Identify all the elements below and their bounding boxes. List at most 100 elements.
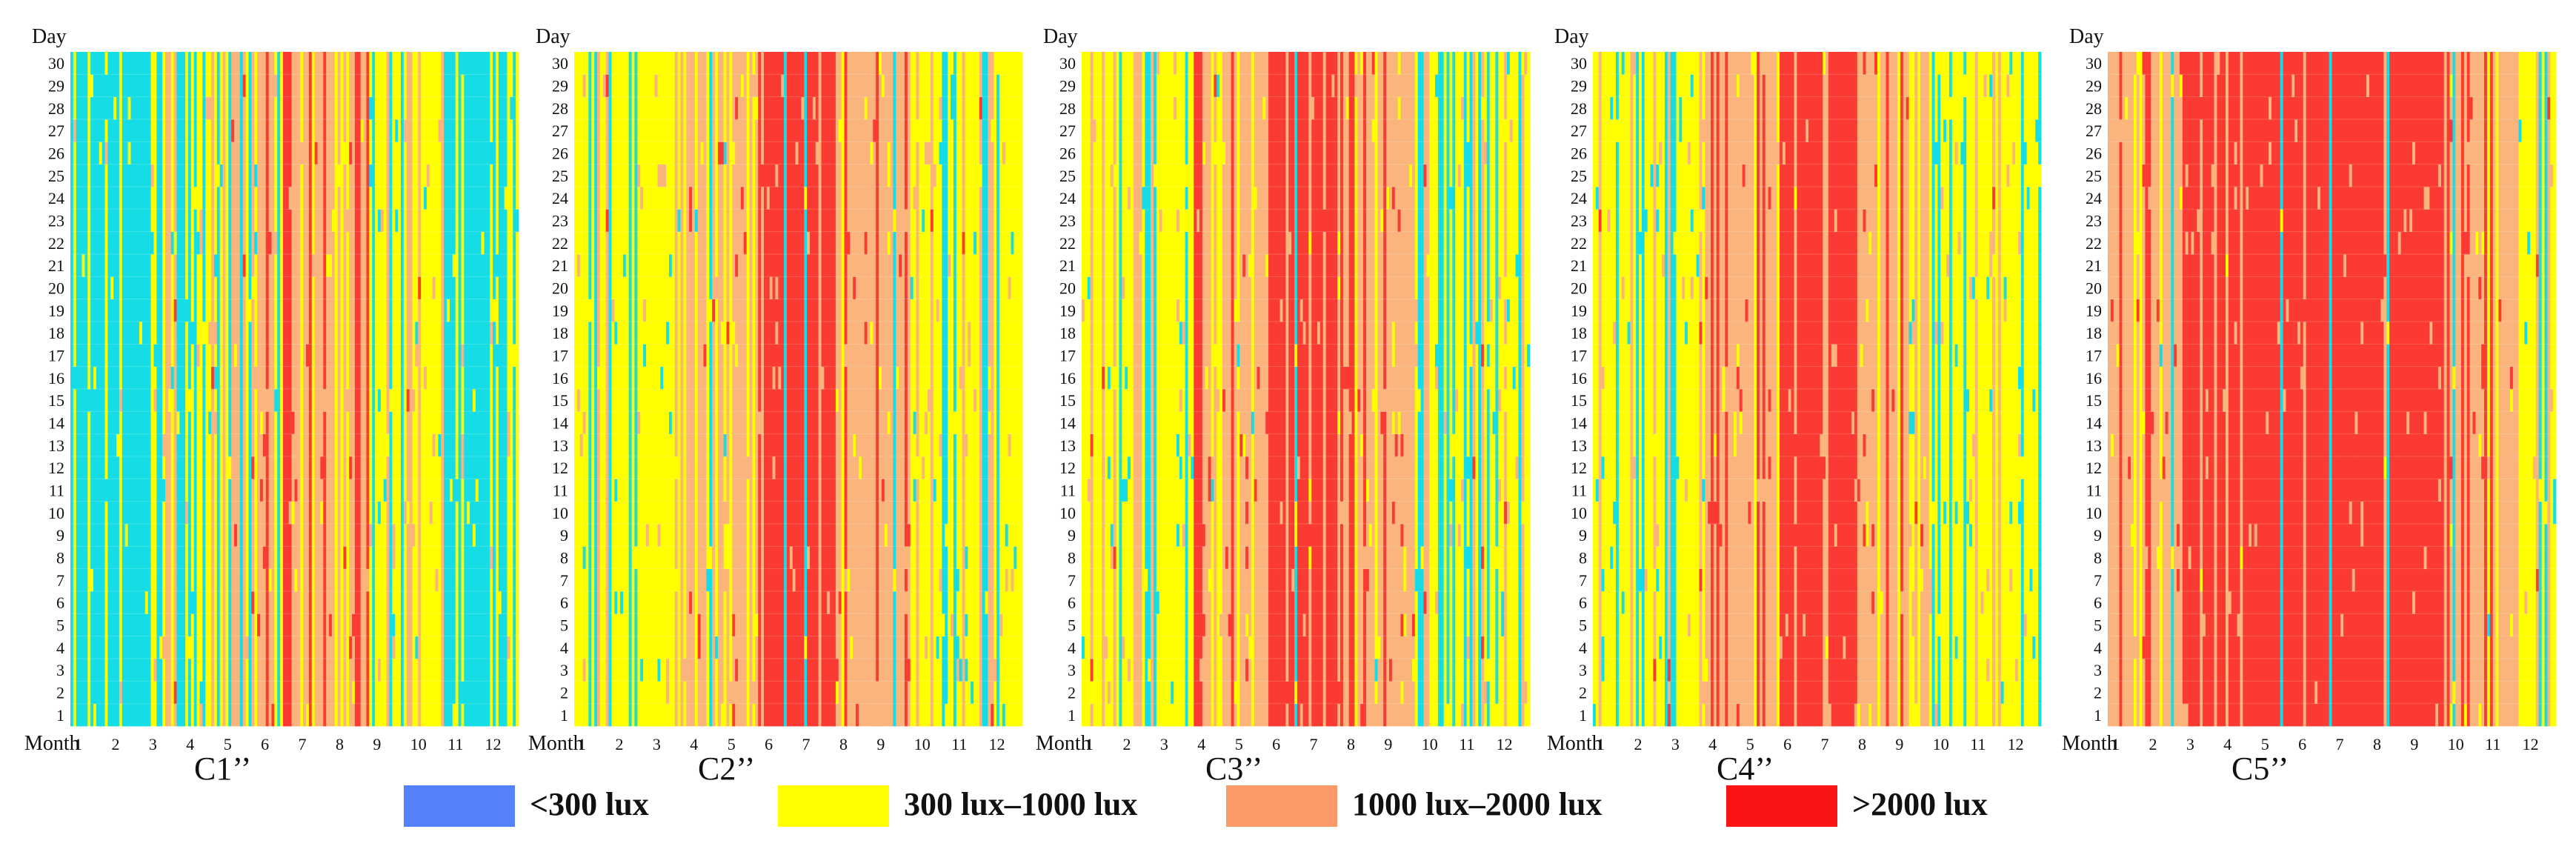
heatmap-cell	[360, 52, 364, 120]
heatmap-cell	[838, 119, 842, 142]
heatmap-column	[818, 52, 822, 727]
heatmap-cell	[2386, 52, 2390, 322]
heatmap-cell	[2412, 591, 2416, 614]
day-tick-label: 20	[1059, 279, 1076, 298]
heatmap-column	[222, 52, 226, 727]
heatmap-cell	[732, 52, 736, 142]
heatmap-cell	[142, 52, 146, 727]
heatmap-cell	[2550, 411, 2554, 727]
heatmap-cell	[1951, 52, 1956, 727]
heatmap-column	[1360, 52, 1364, 727]
heatmap-cell	[2188, 568, 2191, 727]
heatmap-column	[2228, 52, 2232, 727]
heatmap-column	[1458, 52, 1462, 727]
heatmap-cell	[475, 501, 479, 727]
heatmap-cell	[2177, 524, 2180, 547]
heatmap-cell	[2139, 52, 2143, 727]
heatmap-column	[516, 52, 519, 727]
heatmap-cell	[974, 231, 977, 255]
heatmap-cell	[2185, 52, 2189, 165]
heatmap-cell	[1262, 52, 1266, 98]
heatmap-cell	[251, 591, 255, 614]
heatmap-cell	[329, 613, 333, 637]
heatmap-cell	[1601, 456, 1605, 479]
heatmap-cell	[1863, 524, 1866, 547]
heatmap-column	[415, 52, 419, 727]
heatmap-cell	[2280, 209, 2283, 233]
heatmap-cell	[1486, 389, 1491, 659]
heatmap-cell	[2414, 52, 2419, 727]
heatmap-column	[1690, 52, 1694, 727]
heatmap-column	[1920, 52, 1924, 727]
heatmap-cell	[720, 344, 725, 705]
heatmap-column	[904, 52, 908, 727]
heatmap-cell	[660, 187, 664, 367]
heatmap-cell	[864, 254, 868, 322]
heatmap-cell	[202, 322, 206, 345]
heatmap-column	[884, 52, 888, 727]
heatmap-cell	[602, 74, 607, 98]
heatmap-cell	[1943, 524, 1947, 727]
heatmap-cell	[1504, 389, 1508, 412]
heatmap-cell	[743, 231, 748, 255]
heatmap-cell	[1486, 681, 1491, 727]
heatmap-cell	[2269, 52, 2272, 98]
heatmap-cell	[1228, 636, 1232, 727]
heatmap-cell	[2110, 433, 2114, 457]
heatmap-cell	[1008, 433, 1011, 457]
heatmap-cell	[1489, 322, 1493, 727]
heatmap-column	[925, 52, 928, 727]
heatmap-column	[1093, 52, 1096, 727]
panel-5: DayMonth12345678910111213141516171819202…	[2062, 25, 2557, 787]
heatmap-cell	[795, 142, 799, 165]
heatmap-cell	[251, 276, 255, 300]
heatmap-cell	[245, 636, 249, 659]
heatmap-cell	[1182, 524, 1186, 547]
heatmap-column	[2257, 52, 2260, 727]
heatmap-cell	[907, 659, 911, 682]
heatmap-cell	[104, 501, 108, 727]
legend-swatch	[1226, 785, 1337, 827]
heatmap-cell	[2532, 456, 2537, 479]
heatmap-column	[928, 52, 931, 727]
heatmap-column	[2550, 52, 2554, 727]
heatmap-column	[2272, 52, 2275, 727]
heatmap-cell	[380, 209, 385, 233]
heatmap-cell	[1828, 703, 1832, 727]
heatmap-cell	[1305, 52, 1309, 727]
heatmap-cell	[2269, 164, 2272, 727]
heatmap-column	[329, 52, 333, 727]
heatmap-column	[974, 52, 977, 727]
heatmap-cell	[1757, 479, 1760, 502]
day-tick-label: 11	[553, 482, 568, 500]
heatmap-column	[2455, 52, 2459, 727]
heatmap-panels: DayMonth12345678910111213141516171819202…	[24, 25, 2557, 787]
heatmap-cell	[1495, 546, 1499, 570]
heatmap-cell	[2015, 681, 2019, 727]
heatmap-cell	[1863, 456, 1866, 525]
heatmap-cell	[2394, 52, 2399, 727]
heatmap-cell	[1501, 636, 1505, 727]
heatmap-cell	[761, 52, 765, 165]
heatmap-column	[2478, 52, 2482, 727]
day-tick-label: 16	[1059, 369, 1076, 387]
heatmap-column	[2148, 52, 2151, 727]
heatmap-cell	[1110, 568, 1114, 727]
heatmap-cell	[1954, 164, 1958, 345]
heatmap-cell	[1008, 456, 1011, 727]
heatmap-cell	[139, 344, 143, 727]
heatmap-cell	[844, 344, 848, 367]
heatmap-cell	[1794, 433, 1797, 457]
heatmap-column	[769, 52, 773, 727]
heatmap-cell	[73, 52, 77, 120]
heatmap-cell	[2128, 52, 2131, 457]
heatmap-cell	[1682, 52, 1685, 277]
heatmap-cell	[2423, 209, 2427, 412]
heatmap-cell	[694, 231, 699, 727]
heatmap-column	[890, 52, 893, 727]
heatmap-cell	[752, 74, 756, 98]
heatmap-cell	[2303, 322, 2306, 727]
heatmap-cell	[2326, 52, 2330, 727]
month-tick-label: 8	[336, 735, 344, 753]
heatmap-cell	[188, 389, 192, 412]
